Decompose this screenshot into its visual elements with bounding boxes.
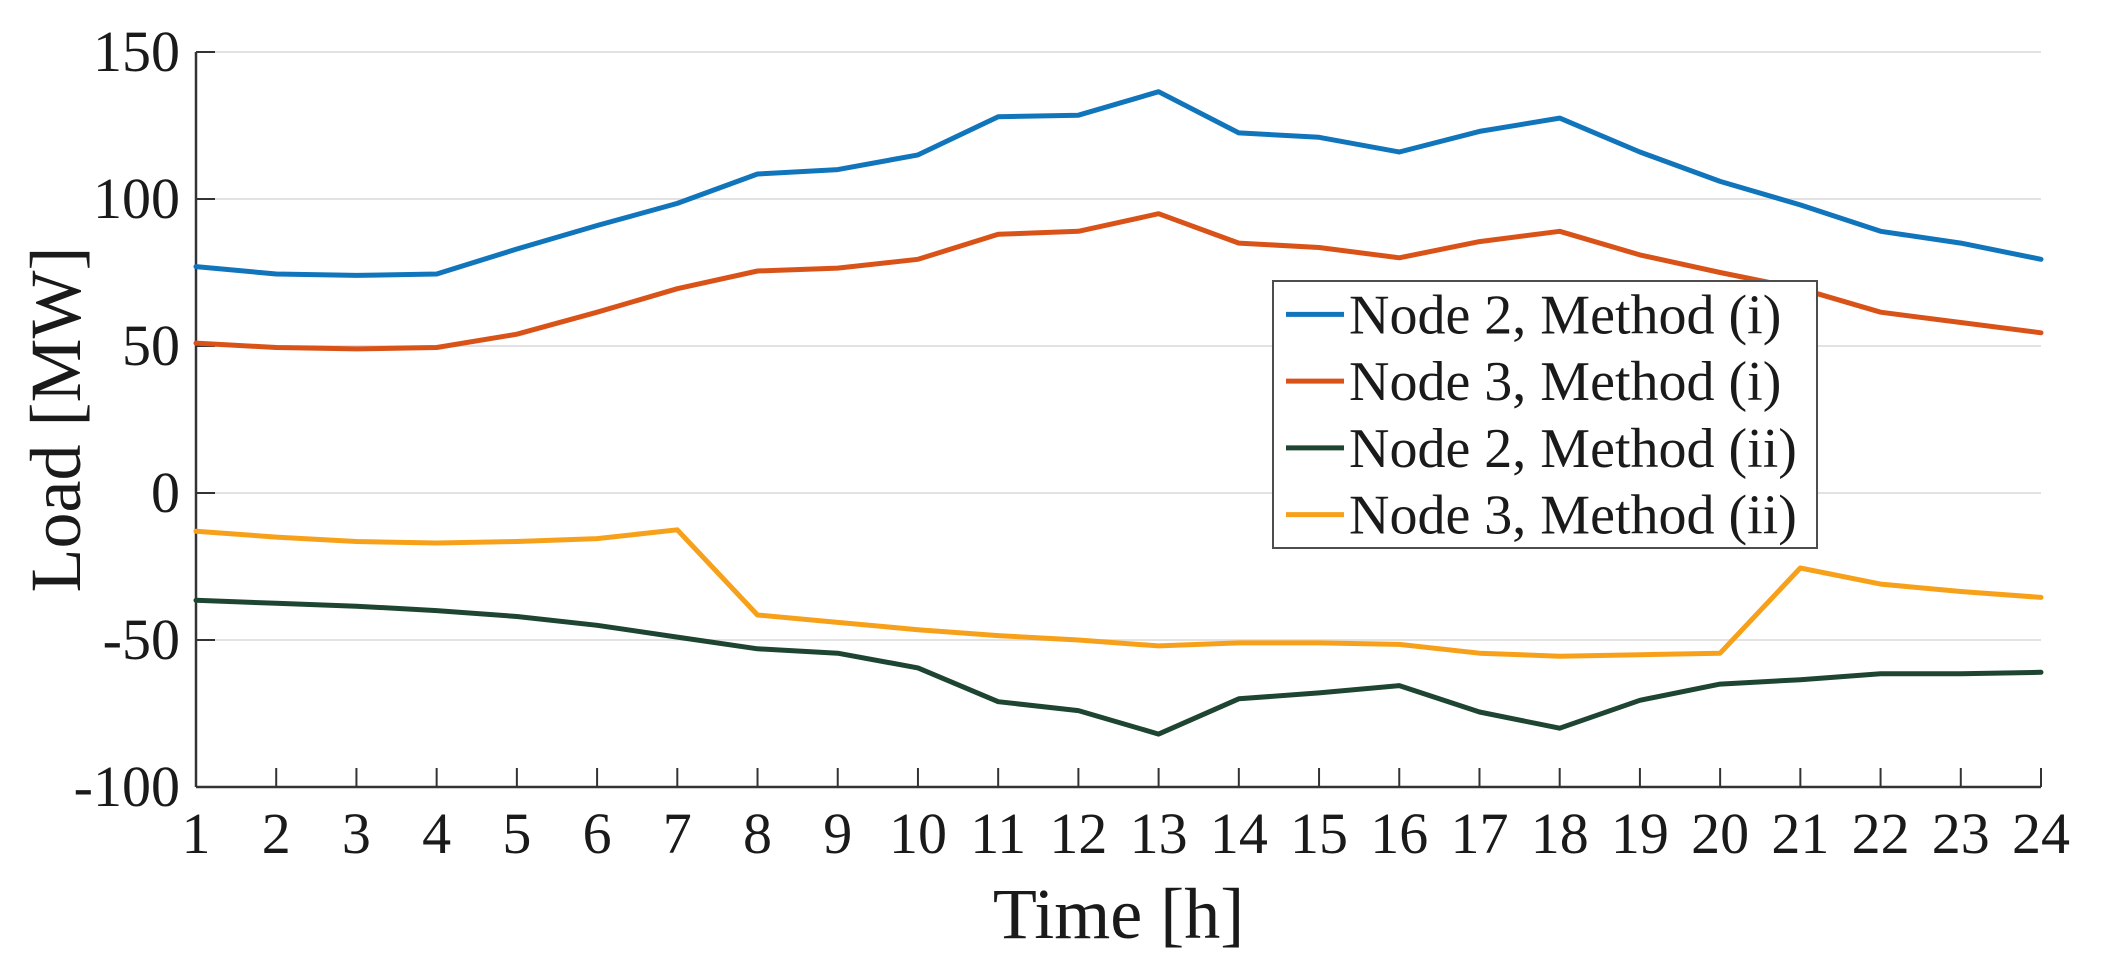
legend-box: [1272, 280, 1818, 549]
x-tick-label-7: 7: [663, 801, 692, 866]
y-tick-label-150: 150: [93, 19, 180, 84]
x-tick-label-2: 2: [262, 801, 291, 866]
x-tick-label-3: 3: [342, 801, 371, 866]
series-line-node-2-method-ii: [193, 597, 2044, 737]
legend-label-node-3-method-i: Node 3, Method (i): [1349, 351, 1781, 413]
x-tick-label-14: 14: [1210, 801, 1268, 866]
x-tick-label-23: 23: [1932, 801, 1990, 866]
x-tick-label-5: 5: [502, 801, 531, 866]
x-tick-label-12: 12: [1049, 801, 1107, 866]
y-tick-label--50: -50: [103, 607, 180, 672]
x-tick-label-17: 17: [1450, 801, 1508, 866]
x-tick-label-11: 11: [970, 801, 1026, 866]
x-tick-label-10: 10: [889, 801, 947, 866]
x-tick-label-24: 24: [2012, 801, 2070, 866]
y-tick-label-0: 0: [151, 460, 180, 525]
x-tick-label-20: 20: [1691, 801, 1749, 866]
x-tick-label-19: 19: [1611, 801, 1669, 866]
x-tick-label-8: 8: [743, 801, 772, 866]
legend-label-node-2-method-i: Node 2, Method (i): [1349, 284, 1781, 346]
y-tick-label-100: 100: [93, 166, 180, 231]
legend-label-node-3-method-ii: Node 3, Method (ii): [1349, 485, 1797, 547]
x-tick-label-21: 21: [1771, 801, 1829, 866]
y-tick-label--100: -100: [74, 754, 180, 819]
x-tick-label-16: 16: [1370, 801, 1428, 866]
x-tick-label-15: 15: [1290, 801, 1348, 866]
x-tick-label-4: 4: [422, 801, 451, 866]
x-tick-label-13: 13: [1130, 801, 1188, 866]
legend-label-node-2-method-ii: Node 2, Method (ii): [1349, 418, 1797, 480]
x-axis-label: Time [h]: [993, 874, 1244, 954]
x-tick-label-1: 1: [182, 801, 211, 866]
series-line-node-3-method-ii: [193, 527, 2044, 659]
series-line-node-3-method-i: [193, 211, 2044, 352]
x-tick-label-9: 9: [823, 801, 852, 866]
y-tick-label-50: 50: [122, 313, 180, 378]
series-line-node-2-method-i: [193, 89, 2044, 278]
x-tick-label-18: 18: [1531, 801, 1589, 866]
x-tick-label-6: 6: [583, 801, 612, 866]
y-axis-label: Load [MW]: [16, 247, 96, 593]
x-tick-label-22: 22: [1852, 801, 1910, 866]
